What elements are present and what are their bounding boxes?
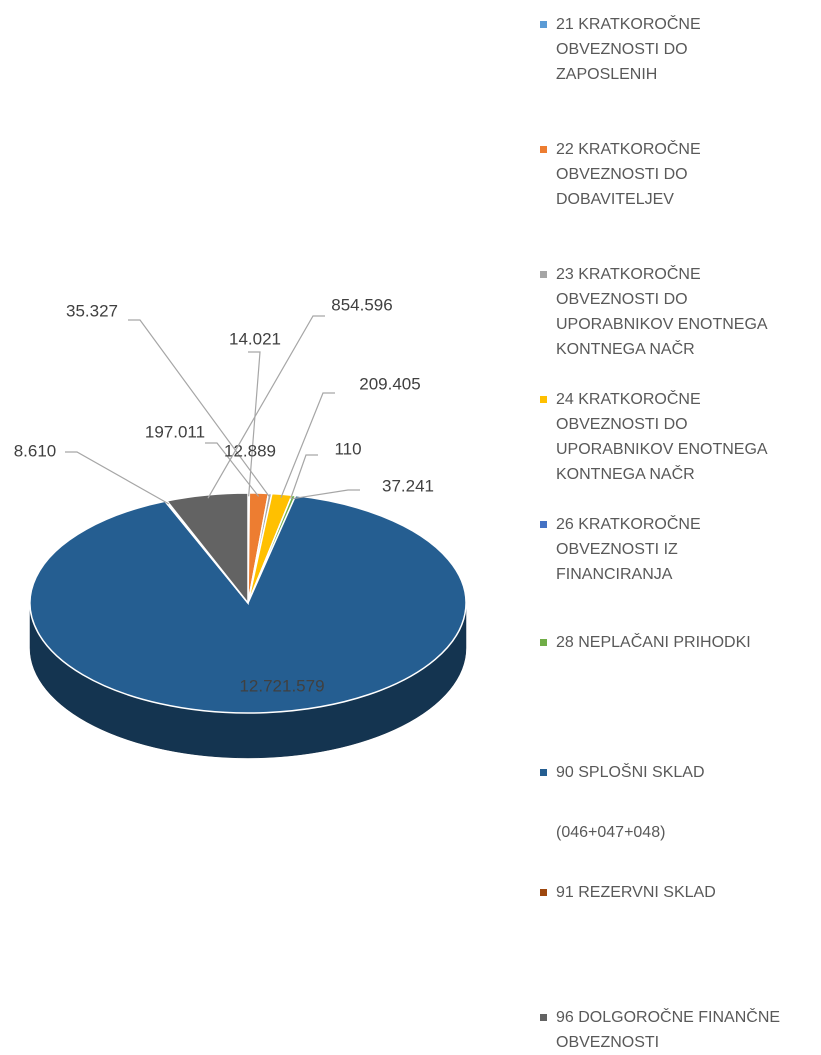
leader-line	[290, 454, 318, 499]
legend-entry: 23 KRATKOROČNE OBVEZNOSTI DO UPORABNIKOV…	[540, 262, 790, 362]
data-label: 209.405	[359, 374, 420, 393]
data-label: 854.596	[331, 295, 392, 314]
legend-entry: 91 REZERVNI SKLAD	[540, 880, 790, 905]
legend-label: 24 KRATKOROČNE OBVEZNOSTI DO UPORABNIKOV…	[556, 391, 767, 483]
legend-marker	[540, 889, 547, 896]
leader-line	[128, 319, 271, 498]
data-label: 12.721.579	[239, 676, 324, 695]
legend-entry: (046+047+048)	[540, 820, 790, 845]
legend-marker	[540, 21, 547, 28]
legend-label: 23 KRATKOROČNE OBVEZNOSTI DO UPORABNIKOV…	[556, 266, 767, 358]
data-label: 12.889	[224, 441, 276, 460]
legend-label: 22 KRATKOROČNE OBVEZNOSTI DO DOBAVITELJE…	[556, 141, 701, 208]
leader-line	[207, 315, 325, 499]
legend-marker	[540, 146, 547, 153]
legend-entry: 90 SPLOŠNI SKLAD	[540, 760, 790, 785]
legend-label: (046+047+048)	[556, 824, 666, 841]
leader-line	[292, 489, 360, 500]
legend-label: 21 KRATKOROČNE OBVEZNOSTI DO ZAPOSLENIH	[556, 16, 701, 83]
legend-marker	[540, 639, 547, 646]
data-label: 110	[334, 439, 361, 458]
legend-marker	[540, 271, 547, 278]
slice	[165, 492, 249, 606]
legend-label: 90 SPLOŠNI SKLAD	[556, 764, 705, 781]
leader-line	[65, 451, 170, 505]
legend-label: 26 KRATKOROČNE OBVEZNOSTI IZ FINANCIRANJ…	[556, 516, 701, 583]
leader-line	[280, 392, 335, 498]
slice	[29, 494, 467, 714]
legend-entry: 96 DOLGOROČNE FINANČNE OBVEZNOSTI	[540, 1005, 790, 1055]
legend-entry: 22 KRATKOROČNE OBVEZNOSTI DO DOBAVITELJE…	[540, 137, 790, 212]
chart: 14.021 197.011 35.327 209.405 110 37.241 12.72…	[14, 295, 467, 759]
data-label: 35.327	[66, 301, 118, 320]
legend-marker	[540, 396, 547, 403]
legend-label: 96 DOLGOROČNE FINANČNE OBVEZNOSTI	[556, 1009, 781, 1051]
legend-marker	[540, 769, 547, 776]
legend-marker	[540, 829, 547, 836]
legend-label: 28 NEPLAČANI PRIHODKI	[556, 634, 751, 651]
legend-entry: 21 KRATKOROČNE OBVEZNOSTI DO ZAPOSLENIH	[540, 12, 790, 87]
leader-line	[248, 351, 261, 497]
data-label: 37.241	[382, 476, 434, 495]
data-label: 197.011	[145, 422, 205, 441]
leader-line	[205, 442, 260, 497]
data-label: 8.610	[14, 441, 57, 460]
legend-entry: 28 NEPLAČANI PRIHODKI	[540, 630, 790, 655]
legend-entry: 26 KRATKOROČNE OBVEZNOSTI IZ FINANCIRANJ…	[540, 512, 790, 587]
legend-entry: 24 KRATKOROČNE OBVEZNOSTI DO UPORABNIKOV…	[540, 387, 790, 487]
data-label: 14.021	[229, 329, 281, 348]
legend-marker	[540, 521, 547, 528]
legend-label: 91 REZERVNI SKLAD	[556, 884, 716, 901]
legend-marker	[540, 1014, 547, 1021]
